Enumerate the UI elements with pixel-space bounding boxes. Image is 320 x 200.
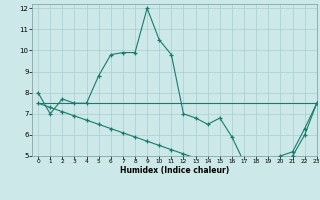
X-axis label: Humidex (Indice chaleur): Humidex (Indice chaleur) — [120, 166, 229, 175]
